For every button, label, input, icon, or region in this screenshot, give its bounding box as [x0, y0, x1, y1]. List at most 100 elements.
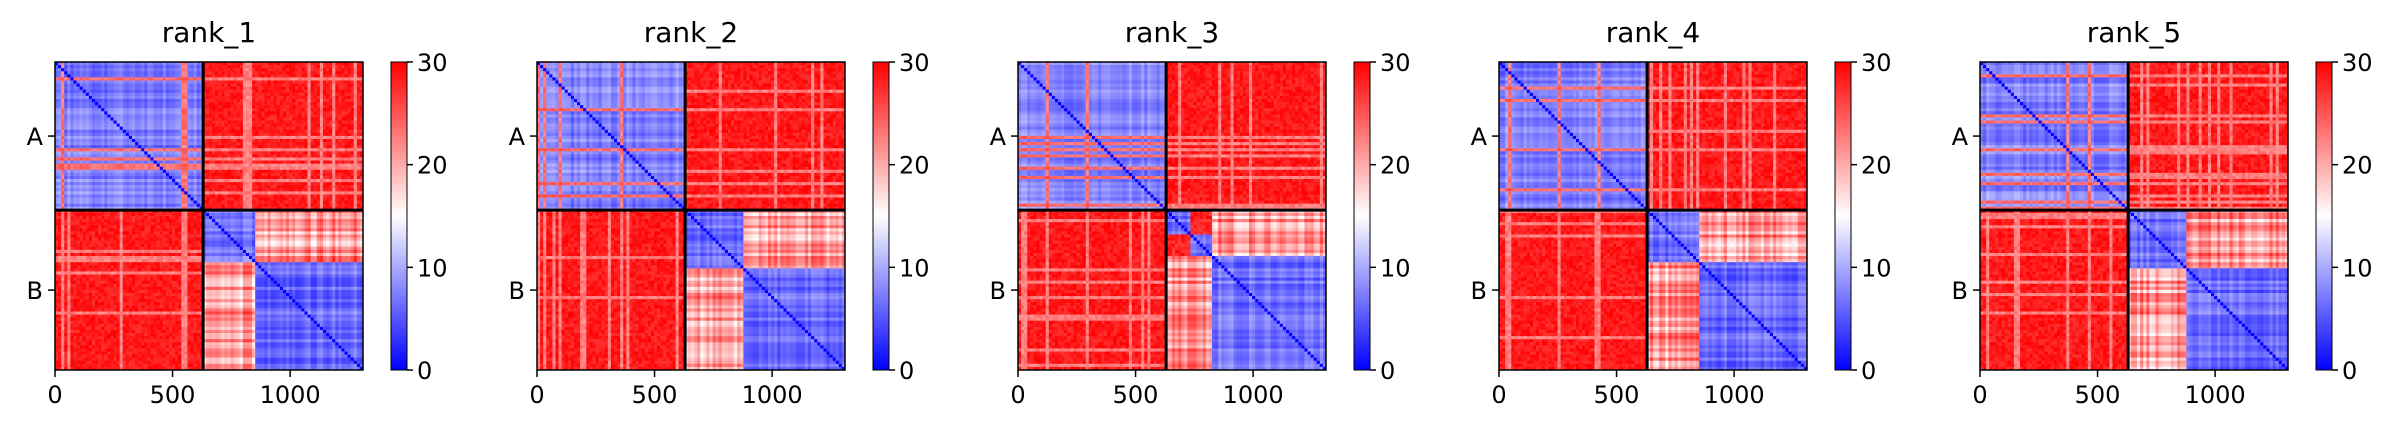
heatmap-cell: [231, 114, 234, 117]
heatmap-cell: [70, 74, 73, 77]
heatmap-cell: [311, 65, 314, 68]
heatmap-cell: [107, 117, 110, 120]
heatmap-cell: [166, 164, 169, 167]
heatmap-cell: [249, 151, 252, 154]
heatmap-cell: [338, 127, 341, 130]
heatmap-cell: [351, 68, 354, 71]
heatmap-cell: [126, 102, 129, 105]
heatmap-cell: [348, 105, 351, 108]
heatmap-cell: [345, 71, 348, 74]
heatmap-cell: [298, 161, 301, 164]
heatmap-cell: [345, 127, 348, 130]
heatmap-cell: [101, 68, 104, 71]
heatmap-cell: [64, 77, 67, 80]
heatmap-cell: [86, 108, 89, 111]
heatmap-cell: [283, 99, 286, 102]
heatmap-cell: [271, 114, 274, 117]
heatmap-cell: [212, 71, 215, 74]
heatmap-cell: [311, 74, 314, 77]
heatmap-cell: [101, 142, 104, 145]
heatmap-cell: [150, 84, 153, 87]
heatmap-cell: [92, 139, 95, 142]
heatmap-cell: [117, 114, 120, 117]
heatmap-cell: [255, 105, 258, 108]
heatmap-cell: [332, 114, 335, 117]
heatmap-cell: [172, 136, 175, 139]
heatmap-cell: [86, 136, 89, 139]
heatmap-cell: [341, 157, 344, 160]
heatmap-cell: [249, 102, 252, 105]
heatmap-cell: [101, 164, 104, 167]
heatmap-cell: [264, 164, 267, 167]
heatmap-cell: [314, 121, 317, 124]
heatmap-cell: [169, 161, 172, 164]
heatmap-cell: [169, 90, 172, 93]
heatmap-cell: [252, 157, 255, 160]
heatmap-cell: [221, 96, 224, 99]
heatmap-cell: [80, 93, 83, 96]
heatmap-cell: [123, 74, 126, 77]
heatmap-cell: [314, 154, 317, 157]
heatmap-cell: [335, 102, 338, 105]
heatmap-cell: [224, 164, 227, 167]
heatmap-cell: [332, 68, 335, 71]
heatmap-cell: [175, 127, 178, 130]
heatmap-cell: [187, 65, 190, 68]
heatmap-cell: [163, 65, 166, 68]
heatmap-cell: [191, 148, 194, 151]
heatmap-cell: [67, 77, 70, 80]
heatmap-cell: [117, 74, 120, 77]
heatmap-cell: [178, 139, 181, 142]
heatmap-cell: [255, 65, 258, 68]
heatmap-cell: [243, 142, 246, 145]
heatmap-cell: [271, 164, 274, 167]
heatmap-cell: [126, 133, 129, 136]
heatmap-cell: [206, 167, 209, 170]
heatmap-cell: [178, 157, 181, 160]
heatmap-cell: [184, 161, 187, 164]
heatmap-cell: [92, 136, 95, 139]
heatmap-cell: [70, 90, 73, 93]
heatmap-cell: [138, 77, 141, 80]
heatmap-cell: [335, 130, 338, 133]
heatmap-cell: [101, 121, 104, 124]
heatmap-cell: [335, 65, 338, 68]
heatmap-cell: [89, 127, 92, 130]
heatmap-cell: [184, 167, 187, 170]
heatmap-cell: [77, 80, 80, 83]
heatmap-cell: [157, 121, 160, 124]
heatmap-cell: [194, 87, 197, 90]
heatmap-cell: [80, 111, 83, 114]
heatmap-cell: [335, 151, 338, 154]
heatmap-cell: [194, 157, 197, 160]
heatmap-cell: [160, 77, 163, 80]
heatmap-cell: [240, 114, 243, 117]
heatmap-cell: [338, 151, 341, 154]
heatmap-cell: [271, 80, 274, 83]
heatmap-cell: [311, 145, 314, 148]
heatmap-cell: [163, 130, 166, 133]
heatmap-cell: [58, 151, 61, 154]
heatmap-cell: [141, 108, 144, 111]
heatmap-cell: [104, 65, 107, 68]
heatmap-cell: [218, 130, 221, 133]
heatmap-cell: [258, 96, 261, 99]
heatmap-cell: [58, 65, 61, 68]
heatmap-cell: [132, 114, 135, 117]
heatmap-cell: [295, 102, 298, 105]
heatmap-cell: [191, 102, 194, 105]
heatmap-cell: [354, 96, 357, 99]
heatmap-cell: [169, 154, 172, 157]
heatmap-cell: [191, 71, 194, 74]
heatmap-cell: [98, 99, 101, 102]
heatmap-cell: [261, 130, 264, 133]
heatmap-cell: [323, 139, 326, 142]
heatmap-cell: [261, 80, 264, 83]
heatmap-cell: [271, 139, 274, 142]
heatmap-cell: [157, 136, 160, 139]
heatmap-cell: [58, 161, 61, 164]
heatmap-cell: [184, 102, 187, 105]
heatmap-cell: [160, 161, 163, 164]
heatmap-cell: [354, 93, 357, 96]
heatmap-cell: [246, 111, 249, 114]
